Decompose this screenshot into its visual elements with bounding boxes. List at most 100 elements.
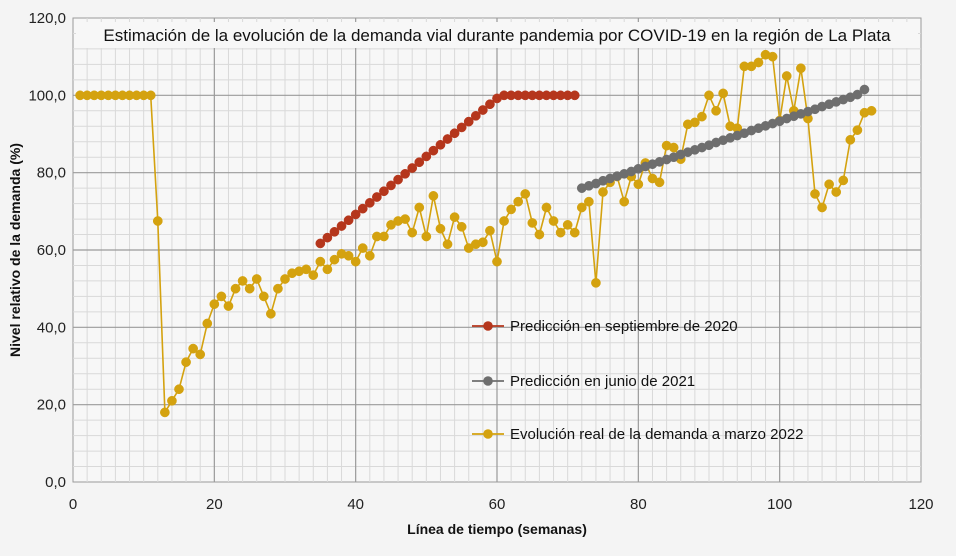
- data-point: [350, 256, 361, 267]
- data-point: [160, 407, 170, 418]
- y-tick-label: 20,0: [37, 397, 66, 414]
- data-point: [407, 227, 418, 238]
- title-background: [76, 22, 918, 48]
- data-point: [534, 229, 545, 240]
- data-point: [767, 51, 778, 62]
- data-point: [428, 145, 439, 156]
- legend-entry-1: Predicción en septiembre de 2020: [472, 318, 738, 335]
- legend-marker: [483, 429, 493, 439]
- data-point: [280, 274, 290, 284]
- data-point: [817, 202, 827, 213]
- data-point: [810, 189, 820, 199]
- data-point: [421, 151, 432, 162]
- data-point: [393, 174, 403, 185]
- data-point: [343, 215, 354, 226]
- data-point: [322, 264, 333, 275]
- data-point: [181, 357, 191, 367]
- data-point: [364, 250, 375, 261]
- data-point: [859, 84, 870, 95]
- legend-marker: [483, 376, 493, 386]
- data-point: [421, 231, 432, 242]
- data-point: [781, 71, 792, 81]
- data-point: [478, 237, 488, 248]
- legend-label: Evolución real de la demanda a marzo 202…: [510, 426, 804, 443]
- data-point: [796, 63, 806, 74]
- data-point: [449, 128, 460, 139]
- series-layer: [75, 49, 877, 418]
- data-point: [633, 179, 644, 190]
- data-point: [188, 343, 198, 354]
- data-point: [555, 227, 566, 238]
- data-point: [492, 256, 502, 267]
- data-point: [343, 250, 354, 261]
- y-tick-label: 100,0: [28, 87, 66, 104]
- data-point: [704, 90, 714, 101]
- data-point: [336, 221, 347, 231]
- y-tick-label: 60,0: [37, 242, 66, 259]
- data-point: [223, 301, 234, 311]
- series-2: [576, 84, 870, 193]
- data-point: [357, 203, 368, 214]
- data-point: [478, 105, 488, 115]
- data-point: [569, 90, 580, 101]
- y-tick-label: 0,0: [45, 474, 66, 491]
- y-axis-title: Nivel relativo de la demanda (%): [7, 143, 23, 357]
- data-point: [506, 204, 516, 215]
- data-point: [711, 105, 721, 116]
- y-tick-label: 80,0: [37, 165, 66, 182]
- data-point: [753, 57, 764, 68]
- data-point: [831, 187, 842, 197]
- data-point: [562, 220, 573, 230]
- data-point: [866, 105, 877, 116]
- data-point: [301, 264, 312, 275]
- data-point: [527, 218, 538, 228]
- data-point: [619, 196, 630, 207]
- data-point: [824, 179, 834, 190]
- data-point: [315, 238, 326, 249]
- data-point: [520, 189, 531, 199]
- data-point: [195, 349, 206, 360]
- data-point: [414, 157, 425, 168]
- data-point: [456, 122, 467, 133]
- data-point: [329, 254, 340, 265]
- data-point: [230, 283, 241, 294]
- data-point: [251, 274, 262, 284]
- data-point: [414, 202, 425, 213]
- data-point: [308, 270, 319, 280]
- data-point: [379, 186, 389, 197]
- data-point: [400, 214, 410, 224]
- data-point: [541, 202, 552, 213]
- data-point: [357, 243, 368, 253]
- legend-label: Predicción en septiembre de 2020: [510, 318, 738, 335]
- data-point: [364, 197, 375, 208]
- data-point: [690, 117, 700, 128]
- data-point: [654, 177, 665, 188]
- data-point: [845, 134, 856, 145]
- data-point: [584, 196, 594, 207]
- chart-title: Estimación de la evolución de la demanda…: [103, 26, 891, 45]
- data-point: [591, 278, 601, 288]
- legend-entry-2: Predicción en junio de 2021: [472, 373, 695, 390]
- data-point: [718, 88, 728, 99]
- legend-label: Predicción en junio de 2021: [510, 373, 695, 390]
- data-point: [470, 110, 481, 121]
- data-point: [442, 239, 453, 250]
- data-point: [456, 221, 467, 232]
- data-point: [463, 116, 474, 127]
- data-point: [598, 187, 608, 197]
- data-point: [852, 89, 863, 100]
- x-tick-label: 20: [206, 496, 223, 513]
- data-point: [145, 90, 156, 101]
- data-point: [407, 163, 418, 173]
- x-tick-label: 0: [69, 496, 77, 513]
- data-point: [449, 212, 460, 222]
- data-point: [322, 232, 333, 243]
- data-point: [668, 142, 679, 153]
- data-point: [442, 134, 453, 144]
- y-tick-label: 120,0: [28, 10, 66, 27]
- data-point: [400, 168, 410, 179]
- data-point: [266, 308, 276, 319]
- x-tick-label: 80: [630, 496, 647, 513]
- data-point: [329, 226, 340, 237]
- data-point: [499, 216, 509, 226]
